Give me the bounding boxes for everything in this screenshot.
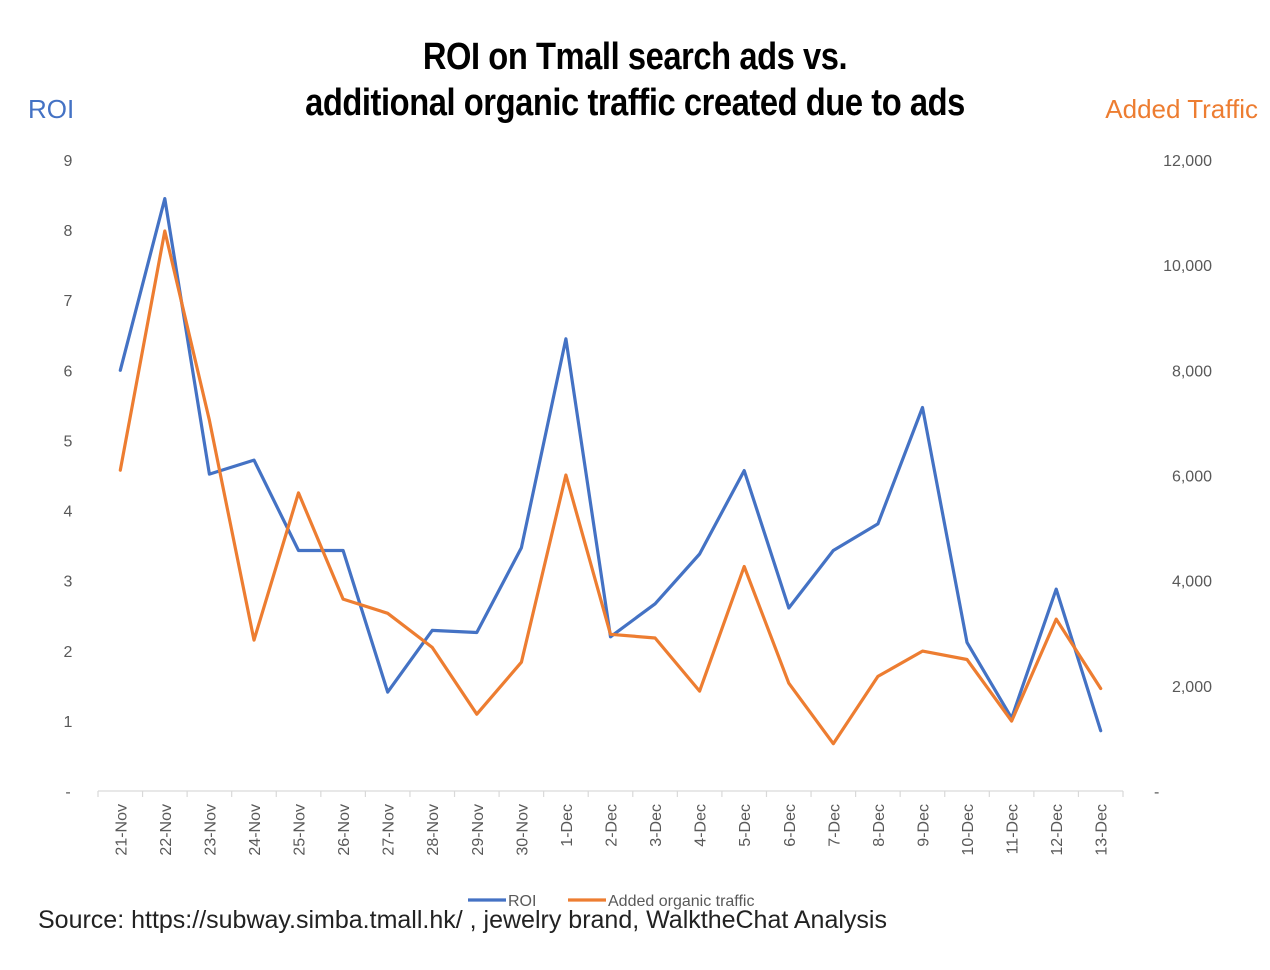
x-tick-label: 8-Dec [871, 804, 888, 847]
left-tick-label: 8 [64, 223, 73, 240]
right-axis-title: Added Traffic [1105, 94, 1258, 124]
x-axis-ticks: 21-Nov 22-Nov 23-Nov 24-Nov 25-Nov 26-Nov 27-N… [113, 804, 1110, 856]
x-tick-label: 22-Nov [158, 804, 175, 856]
x-tick-label: 24-Nov [247, 804, 264, 856]
x-tick-label: 4-Dec [693, 804, 710, 847]
series-lines [118, 197, 1103, 746]
left-tick-label: 2 [64, 644, 73, 661]
x-tick-label: 21-Nov [113, 804, 130, 856]
chart-title-line-1: ROI on Tmall search ads vs. [422, 36, 848, 78]
x-tick-label: 28-Nov [425, 804, 442, 856]
x-tick-label: 10-Dec [960, 804, 977, 856]
left-tick-label: 1 [64, 714, 73, 731]
left-tick-label: - [65, 784, 70, 801]
right-tick-label: 2,000 [1172, 679, 1212, 696]
x-tick-label: 26-Nov [336, 804, 353, 856]
x-tick-label: 1-Dec [559, 804, 576, 847]
x-tick-label: 13-Dec [1094, 804, 1111, 856]
x-tick-label: 23-Nov [202, 804, 219, 856]
legend-label: ROI [508, 893, 536, 910]
x-tick-label: 9-Dec [915, 804, 932, 847]
x-tick-label: 25-Nov [292, 804, 309, 856]
right-tick-label: 10,000 [1163, 258, 1212, 275]
left-tick-label: 3 [64, 574, 73, 591]
left-tick-label: 7 [64, 293, 73, 310]
right-axis-ticks: - 2,000 4,000 6,000 8,000 10,000 12,000 [1154, 153, 1212, 801]
x-tick-label: 6-Dec [782, 804, 799, 847]
series-line-added-organic-traffic [118, 229, 1103, 746]
chart-title-line-2: additional organic traffic created due t… [305, 82, 965, 124]
x-tick-label: 12-Dec [1049, 804, 1066, 856]
left-axis-title: ROI [28, 94, 75, 124]
x-tick-label: 5-Dec [737, 804, 754, 847]
left-tick-label: 4 [64, 504, 73, 521]
x-tick-label: 30-Nov [514, 804, 531, 856]
axes [97, 790, 1124, 797]
right-tick-label: - [1154, 784, 1159, 801]
source-note: Source: https://subway.simba.tmall.hk/ ,… [38, 906, 887, 934]
chart-title: ROI on Tmall search ads vs. additional o… [89, 34, 1181, 126]
x-tick-label: 29-Nov [470, 804, 487, 856]
x-tick-label: 27-Nov [381, 804, 398, 856]
right-tick-label: 12,000 [1163, 153, 1212, 170]
x-tick-label: 7-Dec [826, 804, 843, 847]
right-tick-label: 4,000 [1172, 574, 1212, 591]
right-tick-label: 8,000 [1172, 363, 1212, 380]
x-tick-label: 3-Dec [648, 804, 665, 847]
left-axis-ticks: - 1 2 3 4 5 6 7 8 9 [64, 153, 73, 801]
left-tick-label: 9 [64, 153, 73, 170]
right-tick-label: 6,000 [1172, 469, 1212, 486]
legend-label: Added organic traffic [608, 893, 754, 910]
legend: ROI Added organic traffic [468, 893, 754, 910]
left-tick-label: 5 [64, 433, 73, 450]
left-tick-label: 6 [64, 363, 73, 380]
x-tick-label: 2-Dec [604, 804, 621, 847]
series-line-roi [118, 197, 1103, 733]
x-tick-label: 11-Dec [1005, 804, 1022, 854]
